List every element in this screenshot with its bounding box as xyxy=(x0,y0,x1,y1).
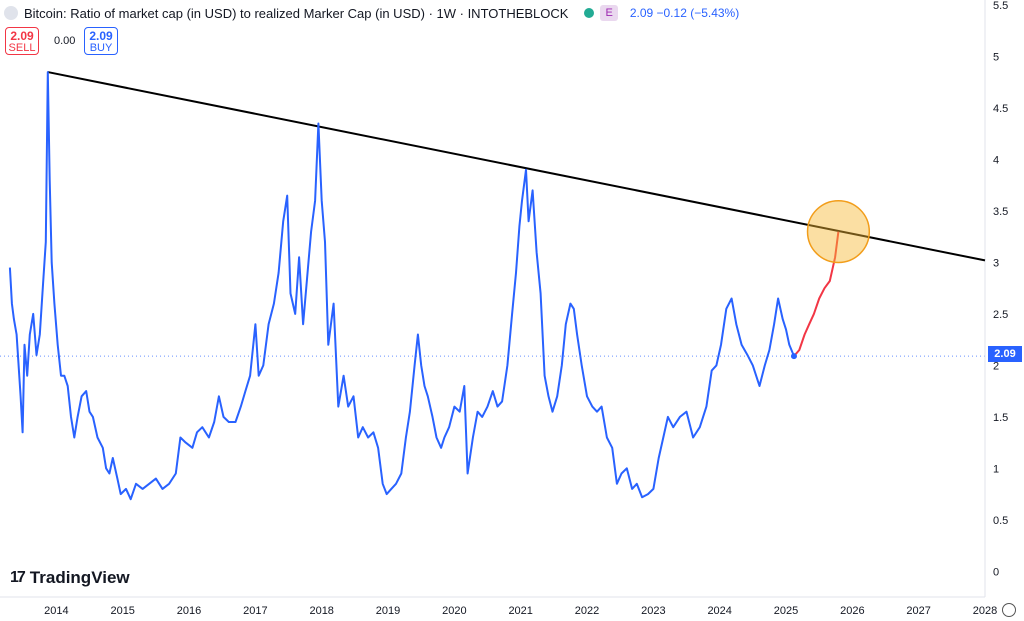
series-line-ratio xyxy=(8,71,795,501)
x-tick-label: 2020 xyxy=(442,605,466,617)
x-tick-label: 2018 xyxy=(309,605,333,617)
x-tick-label: 2016 xyxy=(177,605,201,617)
earnings-badge[interactable]: E xyxy=(600,5,618,21)
y-tick-label: 4 xyxy=(993,155,999,167)
y-tick-label: 3 xyxy=(993,257,999,269)
x-tick-label: 2028 xyxy=(973,605,997,617)
y-tick-label: 5.5 xyxy=(993,0,1008,12)
settings-icon[interactable] xyxy=(1002,603,1016,617)
x-tick-label: 2026 xyxy=(840,605,864,617)
y-tick-label: 4.5 xyxy=(993,103,1008,115)
x-tick-label: 2024 xyxy=(707,605,731,617)
sell-label: SELL xyxy=(8,42,36,54)
tradingview-mark-icon: 17 xyxy=(10,569,26,586)
x-tick-label: 2021 xyxy=(508,605,532,617)
x-tick-label: 2023 xyxy=(641,605,665,617)
x-tick-label: 2027 xyxy=(906,605,930,617)
x-tick-label: 2019 xyxy=(376,605,400,617)
last-point-marker xyxy=(790,353,797,360)
spread-value: 0.00 xyxy=(54,35,76,47)
buy-button[interactable]: 2.09 BUY xyxy=(84,27,118,55)
last-price-tag: 2.09 xyxy=(988,346,1022,362)
buy-price: 2.09 xyxy=(89,29,113,43)
x-tick-label: 2014 xyxy=(44,605,68,617)
chart-title: Bitcoin: Ratio of market cap (in USD) to… xyxy=(24,5,569,21)
y-tick-label: 5 xyxy=(993,52,999,64)
x-tick-label: 2025 xyxy=(774,605,798,617)
y-tick-label: 3.5 xyxy=(993,206,1008,218)
chart-header: Bitcoin: Ratio of market cap (in USD) to… xyxy=(4,3,739,23)
sell-button[interactable]: 2.09 SELL xyxy=(5,27,39,55)
x-tick-label: 2022 xyxy=(575,605,599,617)
y-tick-label: 0.5 xyxy=(993,515,1008,527)
series-line-projection xyxy=(793,231,840,357)
y-tick-label: 2 xyxy=(993,360,999,372)
y-tick-label: 1 xyxy=(993,463,999,475)
mark-layer xyxy=(8,71,986,501)
target-highlight-circle xyxy=(806,199,871,264)
y-tick-label: 0 xyxy=(993,566,999,578)
symbol-logo-icon xyxy=(4,6,18,20)
y-tick-label: 1.5 xyxy=(993,412,1008,424)
buy-label: BUY xyxy=(89,42,113,54)
x-tick-label: 2017 xyxy=(243,605,267,617)
brand-name: TradingView xyxy=(29,568,130,587)
indicator-status-icon[interactable] xyxy=(584,8,595,18)
axis-layer: 0 0.5 1 1.5 2 2.5 3 3.5 4 4.5 5 5.5 2014 2015 2016 2017… xyxy=(0,0,1008,617)
price-change-values: 2.09 −0.12 (−5.43%) xyxy=(629,6,740,20)
x-tick-label: 2015 xyxy=(110,605,134,617)
resistance-trendline xyxy=(47,71,986,262)
tradingview-logo[interactable]: 17 TradingView xyxy=(10,568,130,588)
y-tick-label: 2.5 xyxy=(993,309,1008,321)
sell-price: 2.09 xyxy=(10,29,34,43)
